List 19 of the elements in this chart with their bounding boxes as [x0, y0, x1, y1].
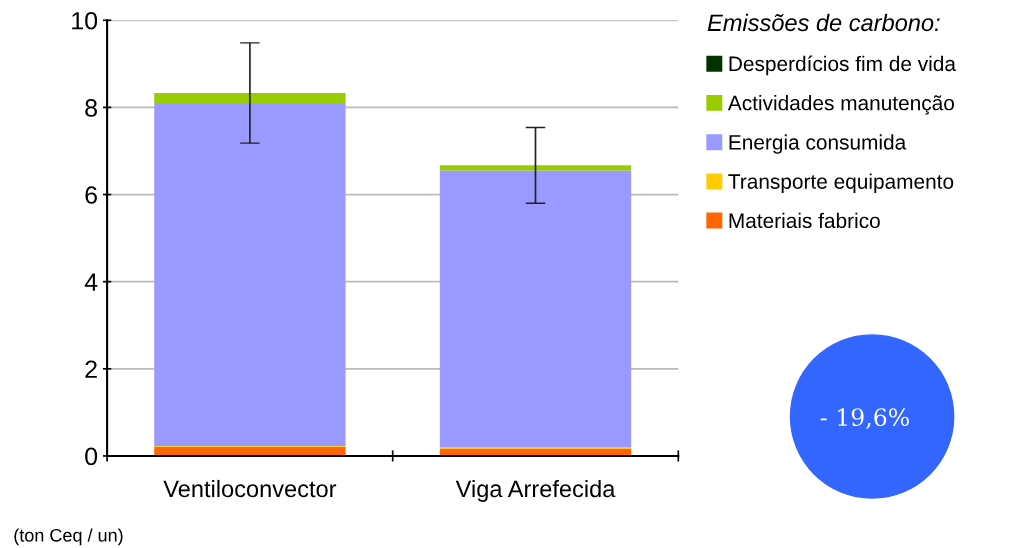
bar — [439, 170, 632, 448]
y-tick-label: 0 — [85, 447, 98, 466]
text: (ton Ceq / un) — [14, 528, 123, 546]
x-tick-label: Viga Arrefecida — [455, 479, 616, 502]
y-tick-label: 2 — [85, 360, 97, 378]
x-tick-label: Ventiloconvector — [163, 479, 337, 498]
y-tick-label: 8 — [85, 99, 97, 117]
legend-label: Materiais fabrico — [729, 212, 880, 229]
legend-title: Emissões de carbono: — [707, 13, 940, 32]
bar — [439, 165, 632, 171]
y-tick-label: 6 — [85, 186, 97, 204]
legend-label: Energia consumida — [729, 134, 907, 154]
legend-label: Transporte equipamento — [728, 173, 954, 194]
y-tick-label: 4 — [84, 273, 98, 291]
y-tick-label: 10 — [72, 11, 98, 30]
text: - 19,6% — [820, 408, 909, 429]
bar — [154, 93, 346, 104]
legend-label: Desperdícios fim de vida — [729, 55, 956, 76]
legend-label: Actividades manutenção — [727, 95, 954, 115]
